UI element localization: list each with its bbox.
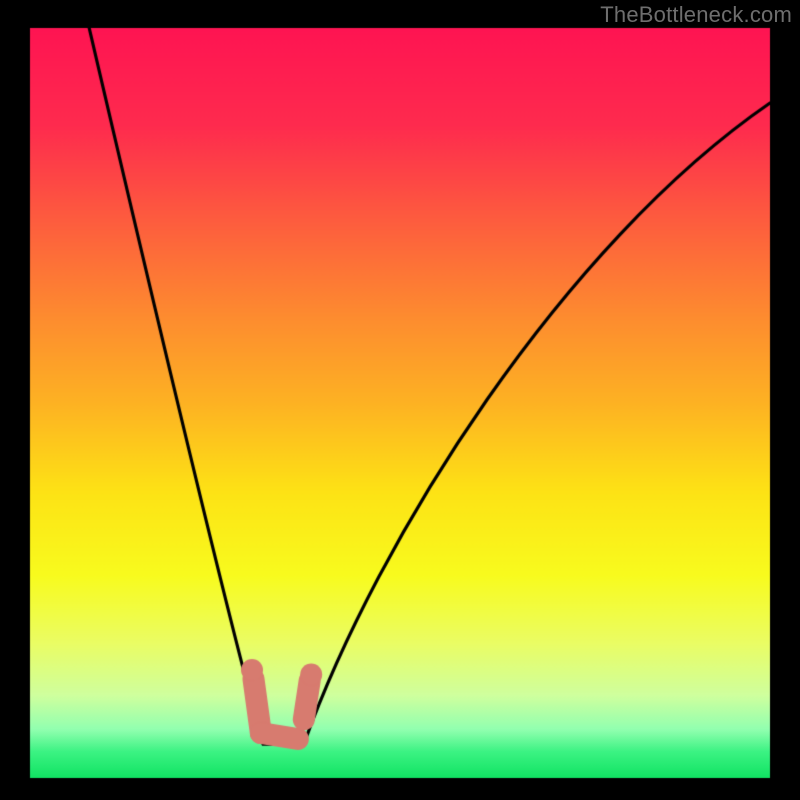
watermark-label: TheBottleneck.com <box>600 2 792 28</box>
chart-stage: TheBottleneck.com <box>0 0 800 800</box>
bottleneck-chart-canvas <box>0 0 800 800</box>
